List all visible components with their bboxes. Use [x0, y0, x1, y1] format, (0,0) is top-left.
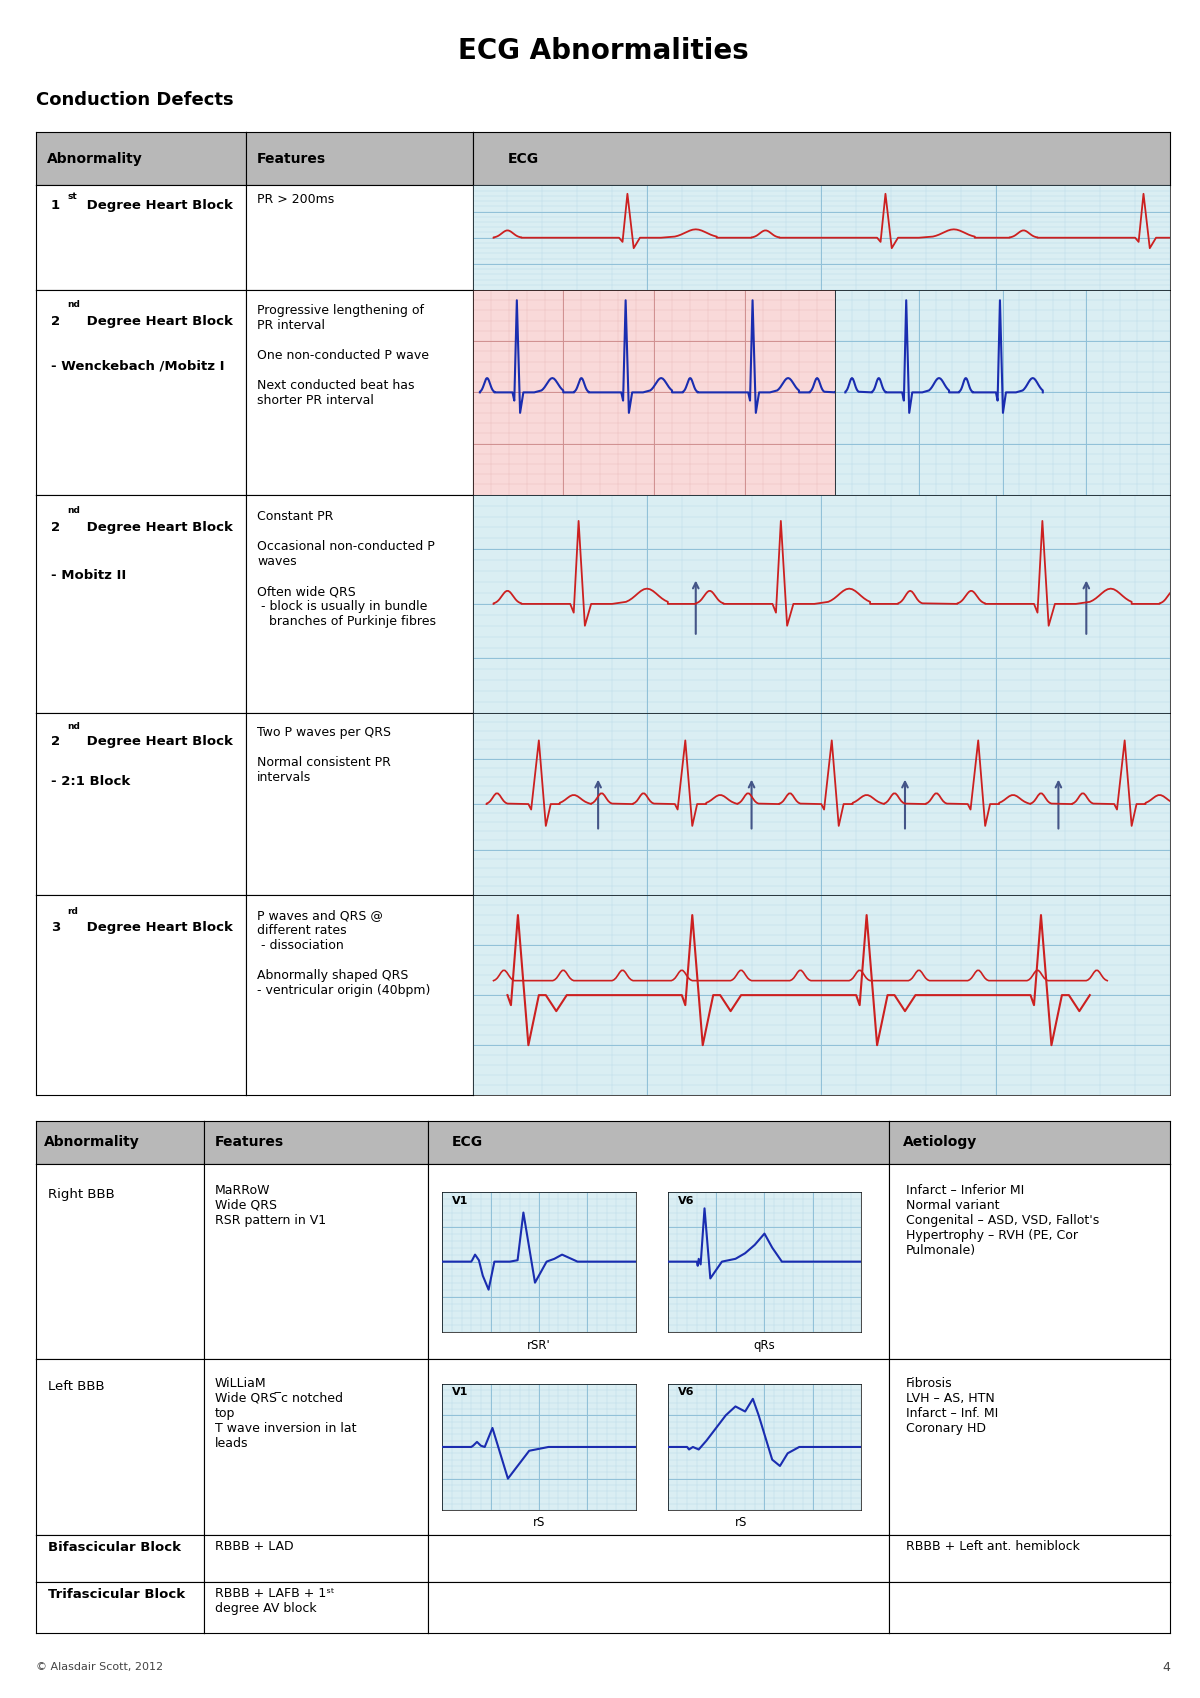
- Text: V1: V1: [452, 1195, 468, 1206]
- Text: Features: Features: [215, 1136, 284, 1150]
- Text: V1: V1: [452, 1387, 468, 1397]
- Text: 1: 1: [50, 199, 60, 212]
- Text: Fibrosis
LVH – AS, HTN
Infarct – Inf. MI
Coronary HD: Fibrosis LVH – AS, HTN Infarct – Inf. MI…: [906, 1377, 998, 1435]
- Text: RBBB + LAFB + 1ˢᵗ
degree AV block: RBBB + LAFB + 1ˢᵗ degree AV block: [215, 1588, 335, 1615]
- Text: nd: nd: [67, 301, 80, 309]
- Text: Left BBB: Left BBB: [48, 1380, 104, 1392]
- Text: Conduction Defects: Conduction Defects: [36, 92, 234, 109]
- Text: ECG Abnormalities: ECG Abnormalities: [457, 37, 749, 65]
- Text: Trifascicular Block: Trifascicular Block: [48, 1588, 185, 1601]
- Text: - Wenckebach /Mobitz I: - Wenckebach /Mobitz I: [50, 360, 224, 372]
- Text: PR > 200ms: PR > 200ms: [257, 192, 335, 205]
- Text: © Alasdair Scott, 2012: © Alasdair Scott, 2012: [36, 1662, 163, 1673]
- Text: MaRRoW
Wide QRS
RSR pattern in V1: MaRRoW Wide QRS RSR pattern in V1: [215, 1184, 326, 1226]
- Text: rS: rS: [533, 1516, 545, 1530]
- Text: ECG: ECG: [508, 151, 539, 166]
- Text: R: R: [761, 1467, 768, 1481]
- Text: 2: 2: [50, 521, 60, 533]
- Text: ECG: ECG: [451, 1136, 482, 1150]
- Text: Constant PR

Occasional non-conducted P
waves

Often wide QRS
 - block is usuall: Constant PR Occasional non-conducted P w…: [257, 509, 436, 628]
- Text: nd: nd: [67, 506, 80, 514]
- Text: 2: 2: [50, 735, 60, 747]
- Text: - Mobitz II: - Mobitz II: [50, 569, 126, 582]
- Text: 4: 4: [1162, 1661, 1170, 1674]
- Text: Abnormality: Abnormality: [44, 1136, 140, 1150]
- Text: Bifascicular Block: Bifascicular Block: [48, 1540, 181, 1554]
- Text: rSR': rSR': [527, 1338, 551, 1352]
- Text: - 2:1 Block: - 2:1 Block: [50, 774, 130, 788]
- Text: nd: nd: [67, 722, 80, 732]
- Text: V6: V6: [678, 1195, 694, 1206]
- Text: WiLLiaM
Wide QRS ̅c notched
top
T wave inversion in lat
leads: WiLLiaM Wide QRS ̅c notched top T wave i…: [215, 1377, 356, 1450]
- Text: Aetiology: Aetiology: [902, 1136, 977, 1150]
- Text: Degree Heart Block: Degree Heart Block: [82, 314, 233, 328]
- Text: Features: Features: [257, 151, 326, 166]
- Text: RBBB + Left ant. hemiblock: RBBB + Left ant. hemiblock: [906, 1540, 1080, 1552]
- Text: rd: rd: [67, 907, 78, 915]
- Text: Degree Heart Block: Degree Heart Block: [82, 199, 233, 212]
- Text: RBBB + LAD: RBBB + LAD: [215, 1540, 294, 1552]
- Text: Right BBB: Right BBB: [48, 1187, 114, 1200]
- Text: st: st: [67, 192, 77, 200]
- Text: P waves and QRS @
different rates
 - dissociation

Abnormally shaped QRS
- ventr: P waves and QRS @ different rates - diss…: [257, 908, 431, 997]
- Text: Degree Heart Block: Degree Heart Block: [82, 920, 233, 934]
- Text: Degree Heart Block: Degree Heart Block: [82, 735, 233, 747]
- Text: 2: 2: [50, 314, 60, 328]
- Text: Abnormality: Abnormality: [47, 151, 143, 166]
- Text: qRs: qRs: [754, 1338, 775, 1352]
- Text: Two P waves per QRS

Normal consistent PR
intervals: Two P waves per QRS Normal consistent PR…: [257, 725, 391, 784]
- Text: Progressive lengthening of
PR interval

One non-conducted P wave

Next conducted: Progressive lengthening of PR interval O…: [257, 304, 430, 408]
- Text: V6: V6: [678, 1387, 694, 1397]
- Text: rS: rS: [736, 1516, 748, 1530]
- Text: Degree Heart Block: Degree Heart Block: [82, 521, 233, 533]
- Text: Infarct – Inferior MI
Normal variant
Congenital – ASD, VSD, Fallot's
Hypertrophy: Infarct – Inferior MI Normal variant Con…: [906, 1184, 1099, 1257]
- Text: 3: 3: [50, 920, 60, 934]
